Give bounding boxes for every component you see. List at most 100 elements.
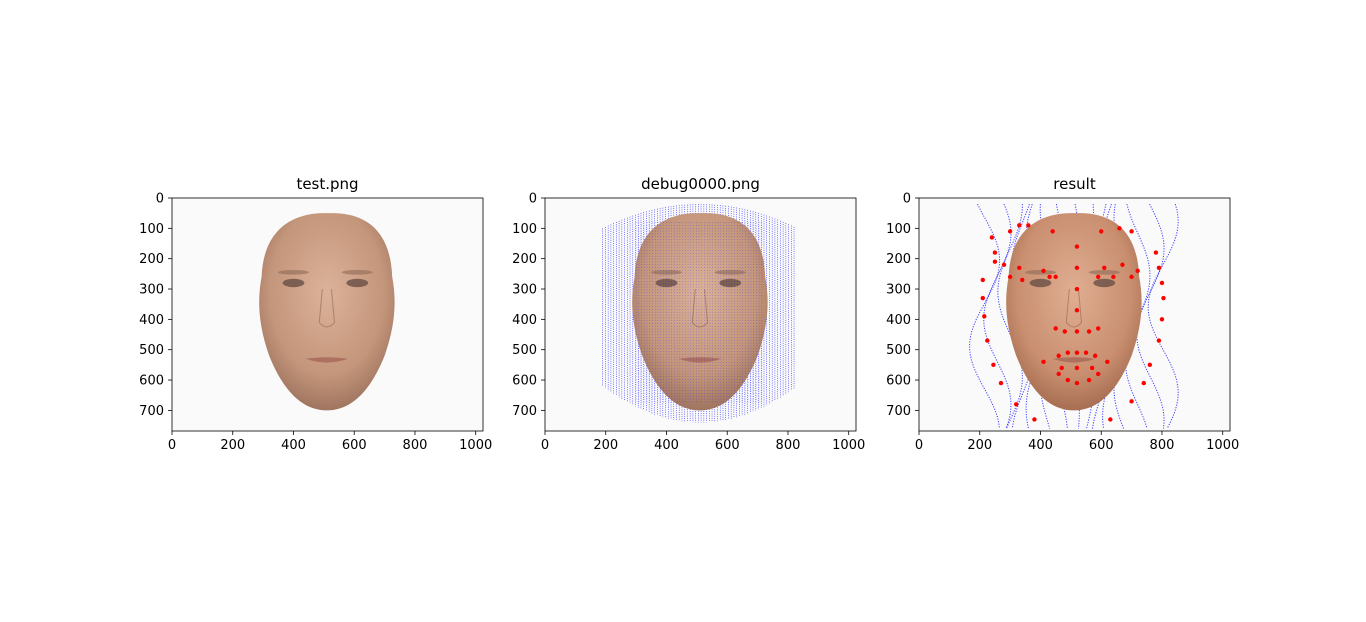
landmark-point bbox=[998, 380, 1004, 386]
eye bbox=[655, 278, 678, 288]
landmark-point bbox=[1095, 371, 1101, 377]
landmark-point bbox=[1032, 417, 1037, 422]
x-tick-label: 600 bbox=[715, 438, 740, 453]
landmark-point bbox=[1056, 353, 1061, 358]
y-tick-label: 700 bbox=[139, 404, 164, 419]
landmark-point bbox=[1129, 274, 1134, 280]
landmark-point bbox=[1050, 229, 1055, 234]
landmark-point bbox=[1062, 329, 1067, 334]
y-tick-label: 600 bbox=[886, 374, 911, 389]
landmark-point bbox=[1129, 229, 1134, 234]
y-tick-label: 300 bbox=[139, 283, 164, 298]
eyebrow bbox=[1088, 269, 1120, 275]
eye bbox=[346, 278, 369, 288]
landmark-point bbox=[1017, 223, 1022, 228]
mouth bbox=[678, 357, 722, 363]
landmark-point bbox=[1159, 280, 1165, 286]
mesh-front bbox=[635, 222, 763, 405]
landmark-point bbox=[1111, 274, 1116, 280]
landmark-point bbox=[980, 277, 985, 283]
y-tick-label: 0 bbox=[156, 192, 164, 207]
x-tick-label: 400 bbox=[654, 438, 679, 453]
landmark-point bbox=[1095, 326, 1101, 331]
eyebrow bbox=[650, 269, 683, 275]
mesh-curve bbox=[997, 204, 1023, 429]
nose bbox=[691, 288, 709, 328]
landmark-point bbox=[1159, 317, 1165, 322]
landmark-point bbox=[982, 314, 987, 319]
face-image bbox=[632, 213, 768, 411]
y-tick-label: 300 bbox=[512, 283, 537, 298]
landmark-point bbox=[1108, 417, 1113, 422]
x-tick-label: 600 bbox=[1089, 438, 1114, 453]
landmark-point bbox=[985, 338, 990, 343]
y-tick-label: 300 bbox=[886, 283, 911, 298]
y-tick-label: 400 bbox=[512, 313, 537, 328]
landmark-point bbox=[992, 250, 998, 255]
landmark-point bbox=[1102, 265, 1107, 270]
landmark-point bbox=[1074, 365, 1080, 371]
y-tick-label: 100 bbox=[886, 222, 911, 237]
landmark-point bbox=[1129, 399, 1134, 404]
landmark-point bbox=[1053, 274, 1058, 280]
panel-title: result bbox=[1053, 175, 1096, 193]
landmark-point bbox=[1017, 265, 1022, 270]
landmark-point bbox=[1135, 268, 1140, 274]
landmark-point bbox=[1047, 274, 1052, 280]
face-image bbox=[259, 213, 395, 411]
landmark-point bbox=[1074, 308, 1080, 313]
landmark-point bbox=[989, 235, 995, 240]
axes-frame bbox=[544, 197, 857, 432]
axes-frame bbox=[171, 197, 484, 432]
y-tick-label: 700 bbox=[886, 404, 911, 419]
y-tick-label: 500 bbox=[512, 343, 537, 358]
landmark-point bbox=[1156, 265, 1162, 270]
nose bbox=[318, 288, 336, 328]
landmark-point bbox=[1092, 353, 1098, 358]
eyebrow bbox=[714, 269, 746, 275]
landmark-point bbox=[1056, 371, 1061, 377]
landmark-point bbox=[1074, 286, 1080, 292]
axes-frame bbox=[918, 197, 1231, 432]
x-tick-label: 200 bbox=[593, 438, 618, 453]
x-tick-label: 800 bbox=[1150, 438, 1175, 453]
landmark-point bbox=[1086, 377, 1092, 383]
landmark-point bbox=[1141, 380, 1146, 386]
landmark-point bbox=[1059, 365, 1064, 371]
eye bbox=[1029, 278, 1052, 288]
mouth bbox=[1052, 357, 1096, 363]
landmark-point bbox=[1065, 377, 1071, 383]
image-content bbox=[969, 203, 1179, 429]
landmark-point bbox=[980, 295, 985, 301]
y-tick-label: 500 bbox=[886, 343, 911, 358]
x-tick-label: 1000 bbox=[832, 438, 865, 453]
y-tick-label: 200 bbox=[886, 252, 911, 267]
landmark-point bbox=[1120, 262, 1125, 267]
landmark-point bbox=[1161, 295, 1166, 301]
y-tick-label: 100 bbox=[139, 222, 164, 237]
y-tick-label: 600 bbox=[139, 374, 164, 389]
landmark-point bbox=[1153, 250, 1159, 255]
landmark-point bbox=[1020, 277, 1025, 283]
landmark-point bbox=[1065, 350, 1071, 355]
landmark-point bbox=[1074, 329, 1080, 334]
y-tick-label: 100 bbox=[512, 222, 537, 237]
x-tick-label: 800 bbox=[776, 438, 801, 453]
y-tick-label: 400 bbox=[886, 313, 911, 328]
eyebrow bbox=[1024, 269, 1057, 275]
landmark-point bbox=[1013, 402, 1019, 407]
landmark-point bbox=[1105, 359, 1110, 365]
y-tick-label: 600 bbox=[512, 374, 537, 389]
y-tick-label: 200 bbox=[512, 252, 537, 267]
x-tick-label: 600 bbox=[342, 438, 367, 453]
x-tick-label: 0 bbox=[915, 438, 923, 453]
mesh-curve bbox=[969, 203, 1001, 429]
x-tick-label: 400 bbox=[1028, 438, 1053, 453]
image-content bbox=[259, 213, 395, 411]
landmark-points bbox=[980, 223, 1166, 422]
landmark-point bbox=[1074, 244, 1080, 249]
mesh-curve bbox=[983, 203, 1012, 429]
panel-2: result 0 200 400 600 800 1000 0 100 200 300 400 500 6… bbox=[886, 175, 1239, 453]
x-tick-label: 0 bbox=[168, 438, 176, 453]
y-tick-label: 700 bbox=[512, 404, 537, 419]
